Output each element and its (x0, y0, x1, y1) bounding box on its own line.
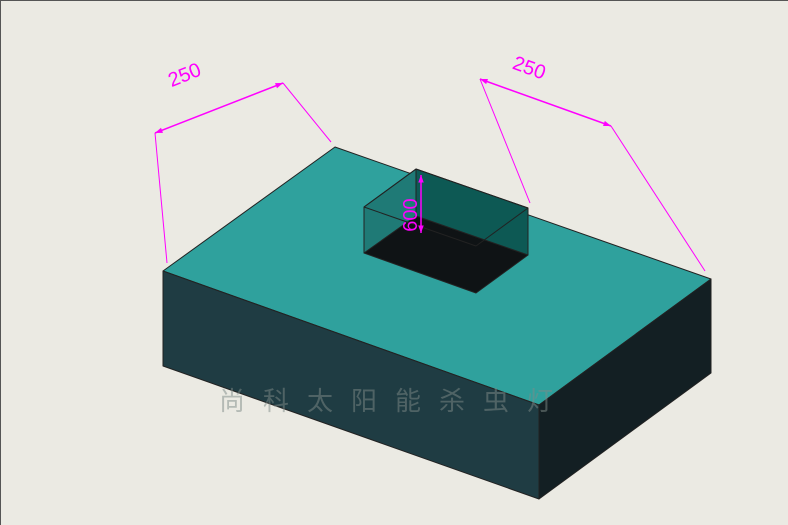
dim-left-250-arrow1 (155, 128, 163, 133)
dim-right-250-arrow2 (603, 121, 611, 126)
diagram-canvas: 250250600 尚科太阳能杀虫灯 (0, 0, 788, 525)
dim-left-250-label: 250 (165, 59, 204, 92)
dim-right-250-line (480, 79, 611, 126)
dim-left-250-ext2 (283, 83, 331, 142)
dim-depth-label: 600 (400, 198, 422, 231)
dim-left-250-ext1 (155, 133, 167, 263)
dim-left-250-arrow2 (275, 83, 283, 88)
dim-right-250-ext1 (480, 79, 530, 203)
dim-right-250-label: 250 (510, 52, 549, 84)
isometric-drawing: 250 250 600 (1, 1, 788, 525)
